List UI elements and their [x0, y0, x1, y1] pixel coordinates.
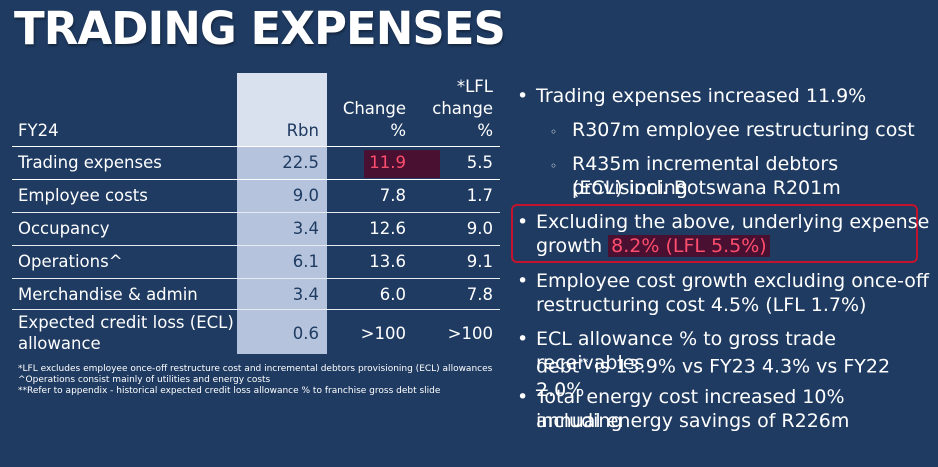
highlight-box: [511, 204, 918, 263]
bullet-text: Trading expenses increased 11.9%: [536, 85, 867, 107]
row-lfl: 9.1: [466, 252, 493, 271]
rbn-column-shading: [237, 73, 327, 354]
row-label: Occupancy: [18, 219, 110, 238]
change-highlight: [364, 150, 440, 178]
sub-bullet-text-line2: (ECL) incl. Botswana R201m: [572, 177, 841, 199]
bullet-text-prefix: debt: [536, 355, 580, 378]
header-rbn: Rbn: [286, 121, 319, 140]
header-lfl-change: change: [432, 99, 493, 118]
bullet-text-line2: debt** is 13.9% vs FY23 4.3% vs FY22 2.0…: [536, 351, 936, 402]
bullet-dot-icon: •: [517, 386, 529, 408]
row-change: 7.8: [379, 186, 406, 205]
header-lfl-unit: %: [477, 121, 493, 140]
header-change-unit: %: [390, 121, 406, 140]
row-divider: [12, 278, 500, 279]
row-rbn: 3.4: [292, 285, 319, 304]
page-title: TRADING EXPENSES: [14, 2, 506, 55]
row-label: Merchandise & admin: [18, 285, 198, 304]
sub-bullet-text: R307m employee restructuring cost: [572, 119, 915, 141]
row-divider: [12, 309, 500, 310]
row-rbn: 3.4: [292, 219, 319, 238]
row-rbn: 22.5: [282, 153, 319, 172]
row-label-line2: allowance: [18, 334, 101, 353]
header-change: Change: [342, 99, 406, 118]
bullet-dot-icon: •: [517, 211, 529, 233]
rbn-header-shading: [237, 73, 327, 146]
row-divider: [12, 212, 500, 213]
row-lfl: 5.5: [466, 153, 493, 172]
row-change: 11.9: [369, 153, 406, 172]
growth-highlight: 8.2% (LFL 5.5%): [608, 235, 770, 257]
bullet-text-line2: annual energy savings of R226m: [536, 410, 850, 432]
row-rbn: 0.6: [292, 324, 319, 343]
row-change: >100: [360, 324, 406, 343]
bullet-text-line1: Excluding the above, underlying expense: [536, 211, 930, 233]
row-change: 13.6: [369, 252, 406, 271]
header-lfl: *LFL: [456, 77, 493, 96]
bullet-text-line2: restructuring cost 4.5% (LFL 1.7%): [536, 294, 867, 316]
bullet-text-prefix: growth: [536, 235, 609, 257]
sub-bullet-dot-icon: ◦: [550, 159, 558, 173]
header-fy24: FY24: [18, 121, 59, 140]
footnote-lfl: *LFL excludes employee once-off restruct…: [18, 364, 493, 374]
row-divider: [12, 179, 500, 180]
row-lfl: >100: [447, 324, 493, 343]
footnotes: *LFL excludes employee once-off restruct…: [18, 364, 492, 397]
row-lfl: 7.8: [466, 285, 493, 304]
row-label: Employee costs: [18, 186, 148, 205]
bullet-dot-icon: •: [517, 85, 529, 107]
row-lfl: 1.7: [466, 186, 493, 205]
bullet-text-suffix: is 13.9% vs FY23 4.3% vs FY22 2.0%: [536, 355, 891, 402]
footnote-operations: ^Operations consist mainly of utilities …: [18, 375, 271, 385]
row-label: Operations^: [18, 252, 123, 271]
row-change: 6.0: [379, 285, 406, 304]
row-change: 12.6: [369, 219, 406, 238]
footnote-marker: **: [579, 358, 589, 368]
header-divider: [12, 146, 500, 147]
sub-bullet-text-line1: R435m incremental debtors provisioning: [572, 153, 839, 199]
row-divider: [12, 245, 500, 246]
footnote-appendix: **Refer to appendix - historical expecte…: [18, 386, 441, 396]
bullet-text-line2: growth 8.2% (LFL 5.5%): [536, 234, 936, 258]
bullet-text-line1: ECL allowance % to gross trade receivabl…: [536, 328, 836, 374]
sub-bullet-dot-icon: ◦: [550, 125, 558, 139]
row-label: Trading expenses: [18, 153, 162, 172]
bullet-text-line1: Employee cost growth excluding once-off: [536, 270, 929, 292]
bullet-dot-icon: •: [517, 270, 529, 292]
bullet-dot-icon: •: [517, 328, 529, 350]
row-label-line1: Expected credit loss (ECL): [18, 313, 234, 332]
row-rbn: 9.0: [292, 186, 319, 205]
bullet-text-line1: Total energy cost increased 10% includin…: [536, 386, 845, 432]
row-rbn: 6.1: [292, 252, 319, 271]
row-lfl: 9.0: [466, 219, 493, 238]
